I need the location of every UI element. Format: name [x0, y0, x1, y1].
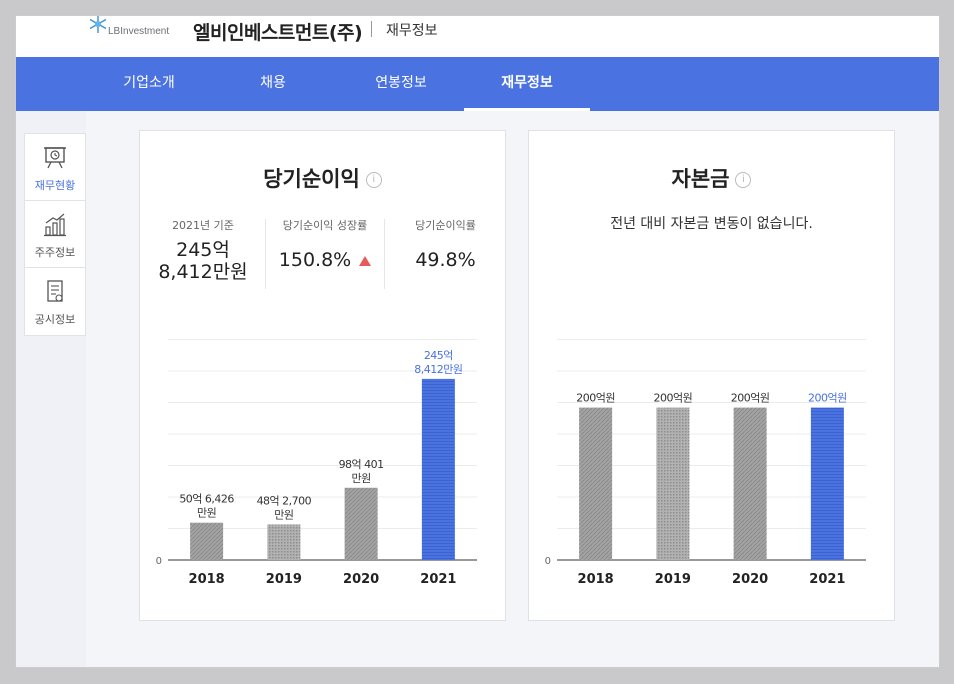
- data-label: 만원: [274, 508, 293, 521]
- x-tick-label: 2021: [420, 572, 456, 587]
- stat-value: 49.8%: [415, 249, 476, 271]
- bar-2020: [344, 487, 378, 560]
- data-label: 245억: [424, 349, 453, 362]
- data-label: 200억원: [731, 392, 770, 405]
- capital-note: 전년 대비 자본금 변동이 없습니다.: [610, 216, 813, 232]
- company-name: 엘비인베스트먼트(주): [193, 22, 363, 44]
- bar-2021: [421, 378, 455, 560]
- net-income-title: 당기순이익 i: [140, 163, 505, 193]
- stat-divider: [384, 219, 385, 289]
- data-label: 48억 2,700: [257, 494, 312, 507]
- x-tick-label: 2019: [655, 572, 691, 587]
- stat-label: 당기순이익 성장률: [282, 219, 368, 232]
- tab-salary[interactable]: 연봉정보: [375, 75, 427, 91]
- stat-value-line1: 245억: [176, 239, 230, 261]
- info-icon[interactable]: i: [735, 172, 752, 188]
- y-tick-label: 0: [156, 556, 162, 567]
- bar-2018: [190, 522, 224, 560]
- sidebar-item-label: 주주정보: [34, 246, 76, 259]
- header-divider: [371, 21, 372, 37]
- bar-2020: [733, 407, 767, 560]
- top-header: LBInvestment 엘비인베스트먼트(주) 재무정보: [16, 16, 939, 57]
- document-icon: [47, 280, 63, 302]
- stat-growth-rate: 당기순이익 성장률 150.8%: [266, 217, 384, 271]
- net-income-card: 당기순이익 i 2021년 기준 245억 8,412만원 당기순이익 성장률 1…: [139, 130, 506, 621]
- sidebar-item-label: 재무현황: [34, 179, 76, 192]
- stat-value-line2: 8,412만원: [158, 261, 248, 283]
- stat-label: 2021년 기준: [172, 219, 234, 232]
- x-tick-label: 2019: [266, 572, 302, 587]
- tab-company-intro[interactable]: 기업소개: [123, 75, 175, 91]
- x-tick-label: 2018: [578, 572, 614, 587]
- snowflake-logo-icon: [89, 16, 107, 33]
- sidebar-item-disclosure[interactable]: 공시정보: [25, 268, 85, 335]
- capital-title: 자본금 i: [529, 163, 894, 193]
- stat-divider: [265, 219, 266, 289]
- stat-value: 150.8%: [278, 249, 352, 271]
- data-label: 200억원: [654, 392, 693, 405]
- tab-recruit[interactable]: 채용: [260, 75, 286, 91]
- capital-card: 자본금 i 전년 대비 자본금 변동이 없습니다. 0 200억원 2018 200억원…: [528, 130, 895, 621]
- bar-2019: [656, 407, 690, 560]
- bar-2018: [579, 407, 613, 560]
- x-tick-label: 2020: [732, 572, 768, 587]
- data-label: 200억원: [808, 392, 847, 405]
- x-tick-label: 2020: [343, 572, 379, 587]
- stat-label: 당기순이익률: [415, 219, 476, 232]
- main-nav: 기업소개 채용 연봉정보 재무정보: [16, 57, 939, 111]
- bar-2019: [267, 524, 301, 560]
- company-logo[interactable]: LBInvestment: [86, 16, 178, 42]
- capital-title-text: 자본금: [671, 167, 730, 191]
- data-label: 50억 6,426: [179, 493, 234, 506]
- capital-chart: 0 200억원 2018 200억원 2019 200억원 2020 200억원 2021: [545, 339, 866, 587]
- info-icon[interactable]: i: [365, 172, 382, 188]
- sidebar-item-shareholders[interactable]: 주주정보: [25, 201, 85, 268]
- data-label: 만원: [352, 472, 371, 485]
- stat-base-year: 2021년 기준 245억 8,412만원: [140, 217, 266, 283]
- x-tick-label: 2021: [809, 572, 845, 587]
- presentation-clock-icon: [44, 147, 66, 169]
- y-tick-label: 0: [545, 556, 551, 567]
- x-tick-label: 2018: [189, 572, 225, 587]
- sidebar-item-label: 공시정보: [34, 313, 76, 326]
- data-label: 200억원: [576, 392, 615, 405]
- data-label: 98억 401: [339, 458, 384, 471]
- section-name: 재무정보: [386, 23, 438, 39]
- data-label: 만원: [197, 507, 216, 520]
- data-label: 8,412만원: [414, 363, 462, 376]
- up-arrow-icon: [359, 255, 372, 266]
- net-income-title-text: 당기순이익: [263, 167, 360, 191]
- tab-financial[interactable]: 재무정보: [464, 57, 590, 111]
- bar-2021: [810, 407, 844, 560]
- sidebar-item-finance-status[interactable]: 재무현황: [25, 134, 85, 201]
- stat-margin-rate: 당기순이익률 49.8%: [384, 217, 507, 271]
- logo-text: LBInvestment: [108, 26, 170, 37]
- app-window: LBInvestment 엘비인베스트먼트(주) 재무정보 재무현황: [15, 15, 940, 668]
- bar-growth-icon: [44, 213, 66, 237]
- side-nav: 재무현황 주주정보 공시정보: [24, 133, 86, 336]
